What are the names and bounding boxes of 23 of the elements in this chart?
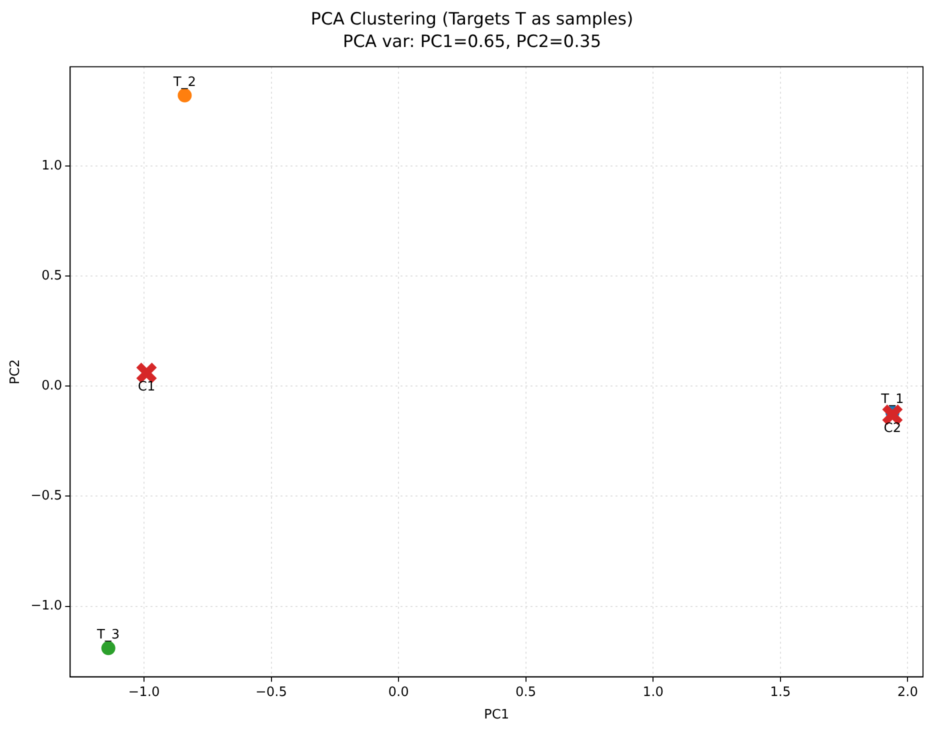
x-tick-label: 1.5 [770, 684, 791, 700]
point [178, 88, 192, 102]
x-tick-label: −1.0 [128, 684, 160, 700]
y-tick-label: 0.0 [41, 378, 62, 394]
y-tick-label: −1.0 [30, 598, 62, 614]
chart-title: PCA Clustering (Targets T as samples) [310, 10, 634, 30]
x-tick-label: 0.5 [516, 684, 536, 700]
annotation: T_3 [96, 628, 120, 643]
x-tick-label: 0.0 [388, 684, 409, 700]
annotation: T_2 [172, 74, 196, 90]
chart-subtitle: PCA var: PC1=0.65, PC2=0.35 [342, 32, 602, 52]
y-axis-title: PC2 [8, 359, 24, 384]
annotation: T_1 [880, 392, 904, 407]
y-tick-label: 0.5 [41, 268, 62, 284]
x-tick-label: −0.5 [255, 684, 288, 700]
x-axis-title: PC1 [484, 708, 510, 723]
y-tick-label: −0.5 [30, 488, 62, 504]
annotation: C1 [138, 379, 156, 394]
point [101, 641, 116, 656]
annotation: C2 [884, 421, 902, 436]
x-tick-label: 1.0 [642, 684, 664, 700]
x-tick-label: 2.0 [897, 684, 918, 700]
y-tick-label: 1.0 [41, 158, 62, 174]
